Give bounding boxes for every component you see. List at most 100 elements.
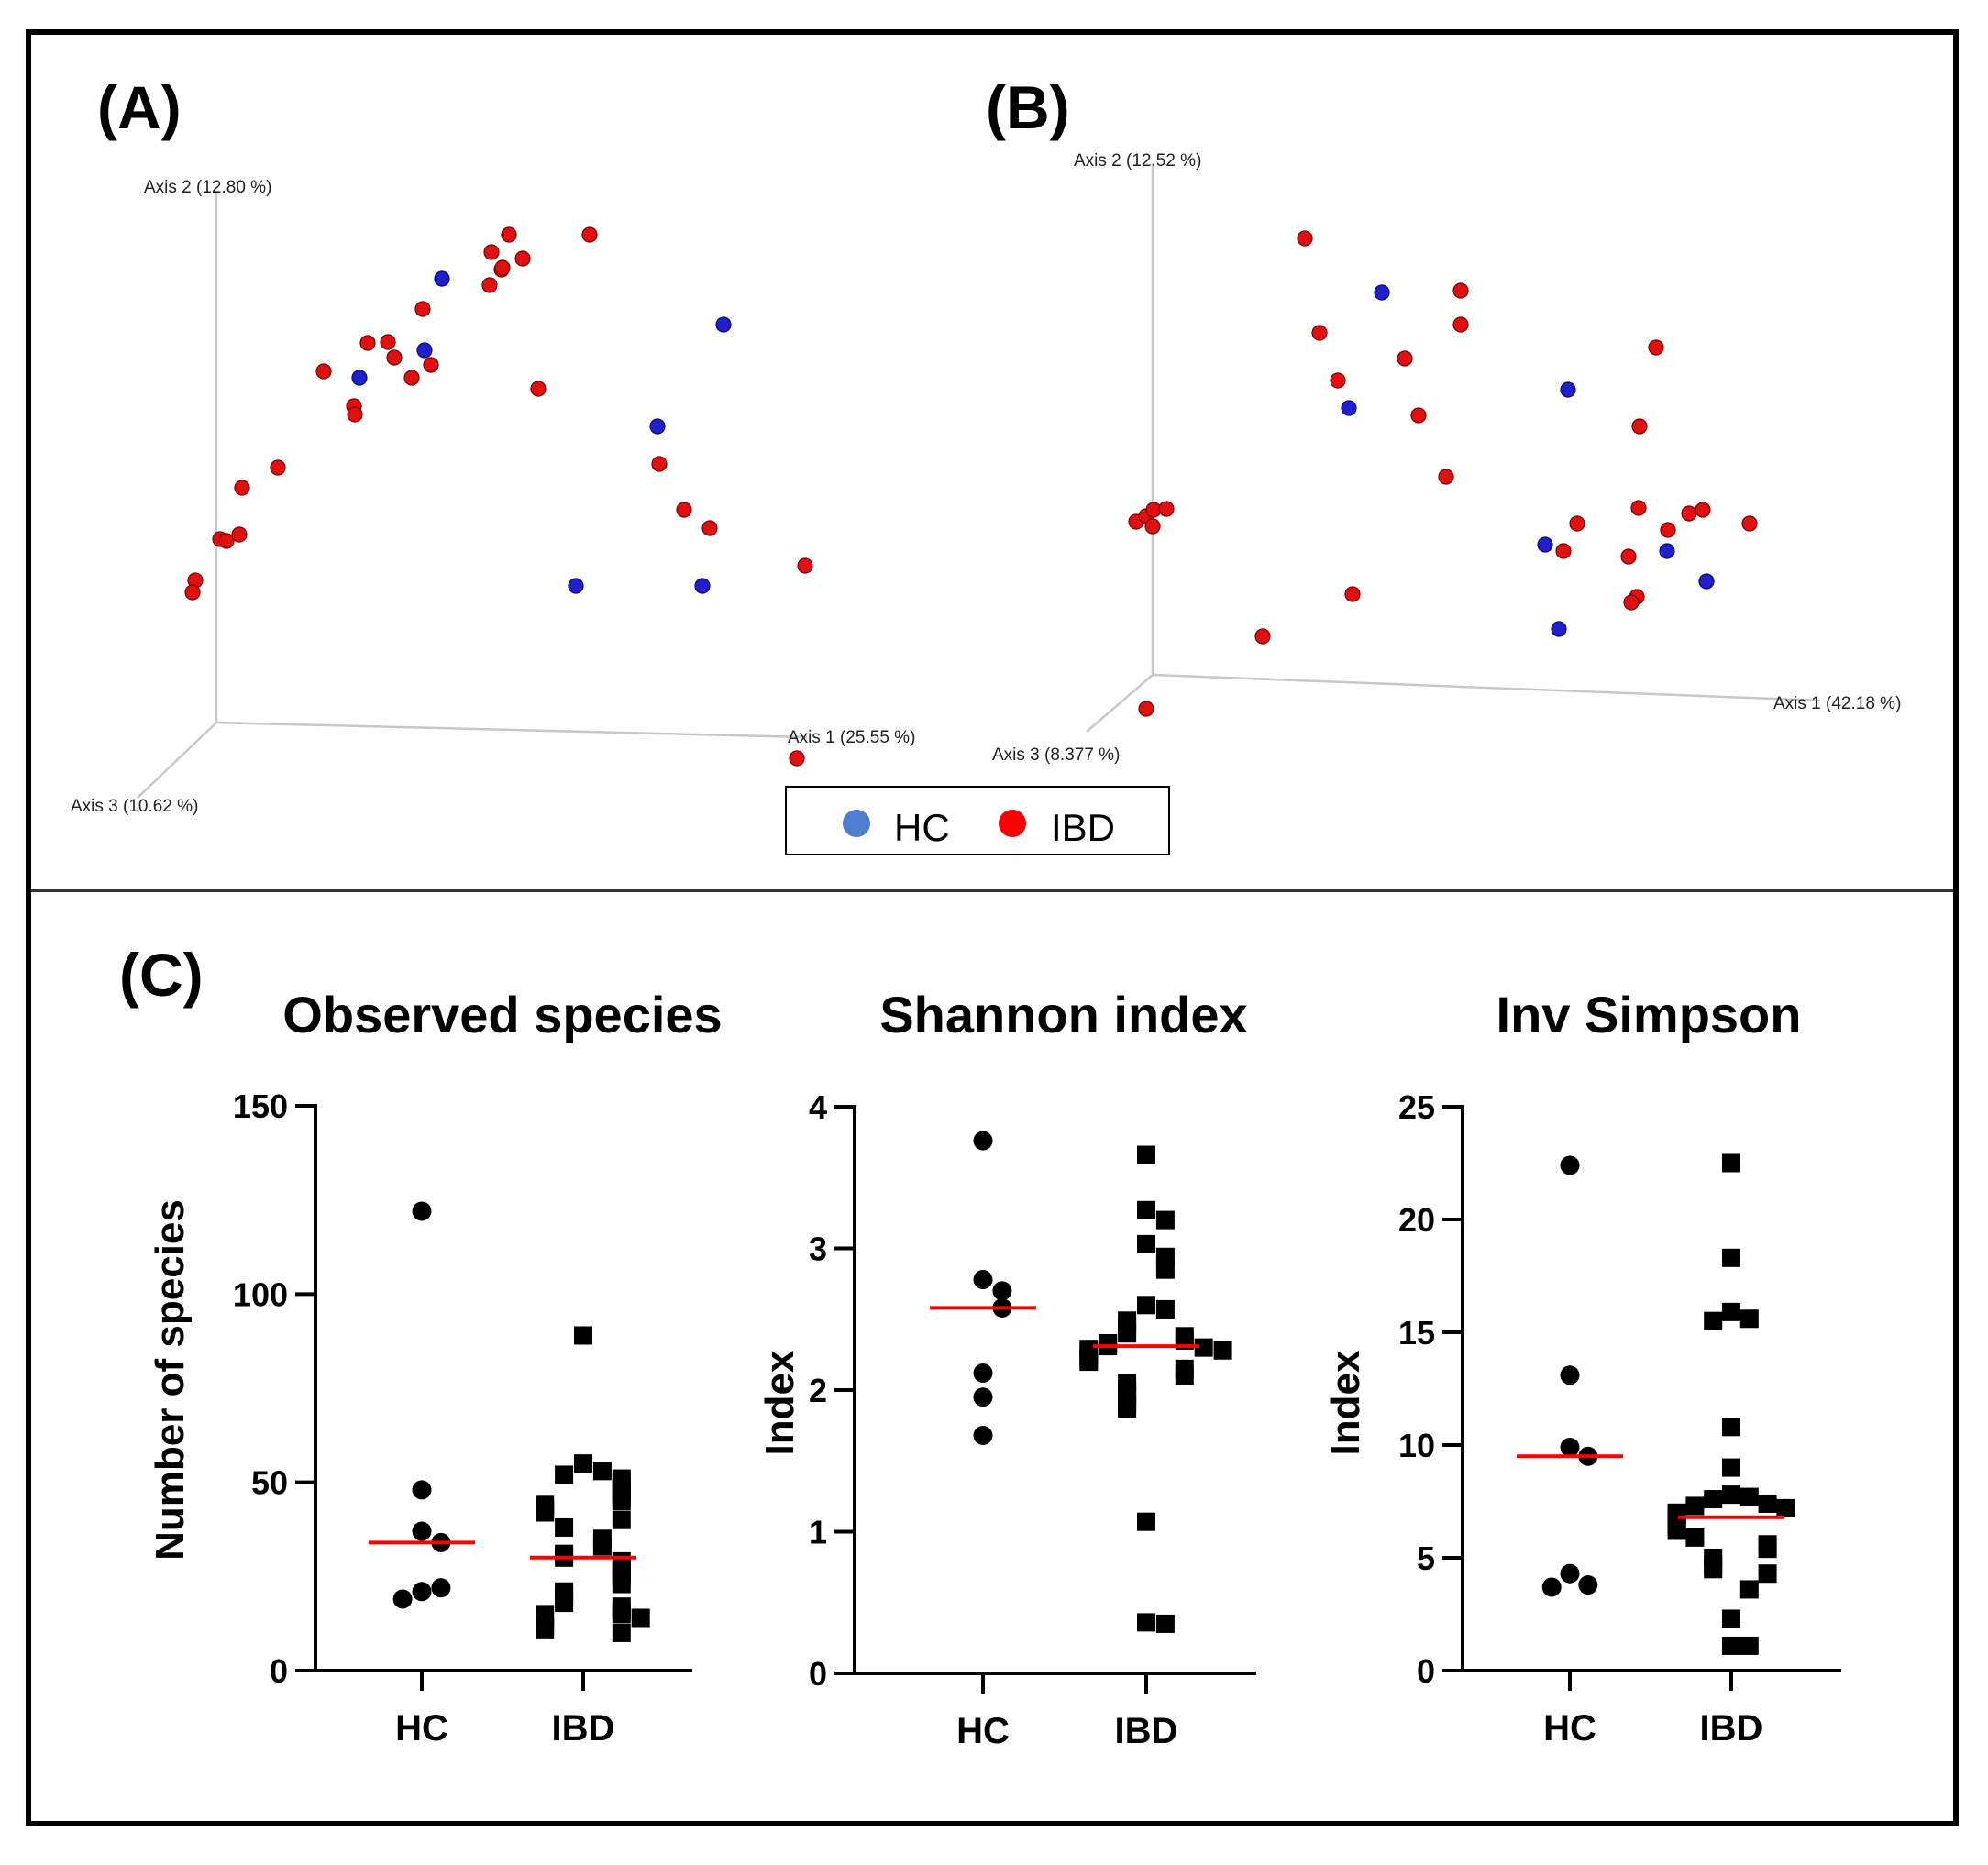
shannon-index-ytick-label-2: 2 xyxy=(809,1372,827,1409)
pcoa-a-axis3-line xyxy=(137,722,217,799)
pcoa-b-point-ibd-27 xyxy=(1138,701,1154,717)
pcoa-a-axis3-label: Axis 3 (10.62 %) xyxy=(71,797,198,816)
pcoa-a-point-ibd-6 xyxy=(481,277,498,293)
shannon-index-ytick-label-1: 1 xyxy=(809,1514,827,1551)
pcoa-b-point-ibd-19 xyxy=(1660,522,1676,538)
inv-simpson-ytick-label-2: 10 xyxy=(1398,1427,1435,1464)
pcoa-a-point-ibd-26 xyxy=(701,520,718,536)
shannon-index-point-ibd-15 xyxy=(1194,1338,1213,1357)
panel-label-c: (C) xyxy=(119,941,204,1009)
inv-simpson-point-ibd-5 xyxy=(1722,1418,1740,1437)
inv-simpson-ytick-label-3: 15 xyxy=(1398,1314,1435,1352)
shannon-index-point-ibd-27 xyxy=(1118,1399,1137,1418)
pcoa-b-point-hc-5 xyxy=(1698,573,1715,590)
observed-species-ytick-label-1: 50 xyxy=(251,1464,288,1502)
legend-hc-label: HC xyxy=(894,806,950,849)
inv-simpson-point-ibd-20 xyxy=(1685,1528,1705,1547)
shannon-index-plot: Shannon index Index 0 1 2 3 4 HC IBD xyxy=(757,986,1256,1751)
shannon-index-point-ibd-1 xyxy=(1137,1200,1155,1219)
pcoa-a-point-ibd-2 xyxy=(483,244,500,260)
pcoa-a-point-ibd-18 xyxy=(234,480,250,496)
pcoa-a-point-ibd-23 xyxy=(184,584,201,601)
shannon-index-point-ibd-5 xyxy=(1155,1260,1175,1279)
inv-simpson-point-ibd-3 xyxy=(1740,1309,1759,1329)
pcoa-a-point-hc-2 xyxy=(351,370,368,386)
observed-species-point-ibd-34 xyxy=(612,1623,631,1642)
shannon-index-point-ibd-7 xyxy=(1155,1299,1175,1319)
shannon-index-title: Shannon index xyxy=(879,986,1247,1043)
pcoa-a-point-ibd-28 xyxy=(789,750,805,767)
pcoa-b-point-ibd-2 xyxy=(1452,316,1469,333)
observed-species-point-hc-2 xyxy=(412,1521,432,1541)
pcoa-b-point-ibd-24 xyxy=(1623,594,1640,611)
observed-species-point-ibd-31 xyxy=(631,1608,650,1628)
pcoa-a-point-hc-0 xyxy=(434,270,450,287)
legend-ibd-marker xyxy=(999,810,1026,837)
observed-species-point-ibd-29 xyxy=(612,1605,631,1624)
pcoa-a-point-ibd-9 xyxy=(359,335,376,351)
observed-species-point-ibd-13 xyxy=(612,1510,631,1529)
pcoa-a-point-ibd-15 xyxy=(347,406,363,423)
pcoa-a-point-ibd-16 xyxy=(530,381,547,397)
pcoa-a-point-hc-1 xyxy=(416,342,433,359)
inv-simpson-point-ibd-26 xyxy=(1758,1564,1777,1584)
shannon-index-point-hc-5 xyxy=(973,1387,993,1407)
inv-simpson-point-ibd-6 xyxy=(1722,1458,1740,1477)
shannon-index-point-hc-4 xyxy=(973,1363,993,1383)
pcoa-a-point-ibd-17 xyxy=(270,459,286,476)
pcoa-b-axis1-line xyxy=(1152,673,1821,702)
inv-simpson-xtick-label-ibd: IBD xyxy=(1700,1708,1763,1749)
pcoa-a-point-ibd-3 xyxy=(514,250,531,267)
observed-species-point-ibd-9 xyxy=(612,1492,631,1511)
observed-species-point-ibd-26 xyxy=(555,1594,574,1613)
pcoa-a-axis1-label: Axis 1 (25.55 %) xyxy=(788,728,915,747)
pcoa-b-point-ibd-15 xyxy=(1569,515,1585,532)
observed-species-point-hc-4 xyxy=(412,1582,432,1602)
inv-simpson-ytick-label-4: 20 xyxy=(1398,1201,1435,1239)
pcoa-b-point-hc-1 xyxy=(1341,400,1357,416)
shannon-index-point-ibd-20 xyxy=(1079,1352,1099,1372)
observed-species-xtick-label-ibd: IBD xyxy=(552,1708,615,1749)
inv-simpson-point-ibd-22 xyxy=(1758,1539,1777,1559)
pcoa-b-point-ibd-20 xyxy=(1681,505,1697,522)
inv-simpson-point-hc-2 xyxy=(1560,1437,1580,1457)
pcoa-b-axis1-label: Axis 1 (42.18 %) xyxy=(1773,694,1901,713)
pcoa-a-point-ibd-24 xyxy=(651,456,668,472)
inv-simpson-point-ibd-1 xyxy=(1722,1248,1740,1267)
observed-species-point-hc-6 xyxy=(392,1589,413,1609)
figure-frame xyxy=(26,29,1959,1826)
pcoa-b-axis3-label: Axis 3 (8.377 %) xyxy=(992,745,1120,765)
inv-simpson-point-ibd-2 xyxy=(1722,1302,1740,1321)
inv-simpson-point-ibd-7 xyxy=(1722,1485,1740,1505)
inv-simpson-point-ibd-19 xyxy=(1667,1521,1686,1540)
shannon-index-ytick-label-4: 4 xyxy=(809,1088,827,1126)
pcoa-b-axis3-line xyxy=(1086,674,1154,733)
pcoa-a-points xyxy=(184,226,813,767)
pcoa-a-axis1-line xyxy=(215,721,808,739)
pcoa-b-point-ibd-6 xyxy=(1648,339,1664,356)
observed-species-ylabel: Number of species xyxy=(148,1199,193,1561)
observed-species-title: Observed species xyxy=(282,986,722,1043)
shannon-index-point-ibd-3 xyxy=(1137,1234,1155,1253)
inv-simpson-point-ibd-4 xyxy=(1704,1311,1723,1330)
shannon-index-point-ibd-2 xyxy=(1155,1210,1175,1230)
inv-simpson-xtick-label-hc: HC xyxy=(1543,1708,1596,1749)
shannon-index-point-ibd-6 xyxy=(1137,1296,1155,1315)
pcoa-a-point-ibd-7 xyxy=(494,259,511,276)
inv-simpson-point-ibd-10 xyxy=(1758,1494,1777,1513)
pcoa-a-point-hc-3 xyxy=(715,316,732,333)
observed-species-point-ibd-0 xyxy=(574,1326,592,1345)
pcoa-a-axis2-label: Axis 2 (12.80 %) xyxy=(144,178,271,197)
shannon-index-point-ibd-22 xyxy=(1175,1366,1194,1385)
inv-simpson-plot: Inv Simpson Index 0 5 10 15 20 25 HC IBD xyxy=(1323,986,1841,1749)
observed-species-point-ibd-14 xyxy=(555,1517,574,1537)
observed-species-point-ibd-12 xyxy=(536,1503,555,1522)
legend-ibd-label: IBD xyxy=(1051,806,1115,849)
shannon-index-point-hc-2 xyxy=(992,1281,1012,1301)
pcoa-b-point-ibd-7 xyxy=(1631,418,1648,435)
pcoa-a-point-ibd-21 xyxy=(231,526,248,543)
inv-simpson-point-hc-1 xyxy=(1560,1365,1580,1385)
shannon-index-point-ibd-10 xyxy=(1118,1324,1137,1343)
pcoa-b-point-ibd-17 xyxy=(1630,500,1647,516)
